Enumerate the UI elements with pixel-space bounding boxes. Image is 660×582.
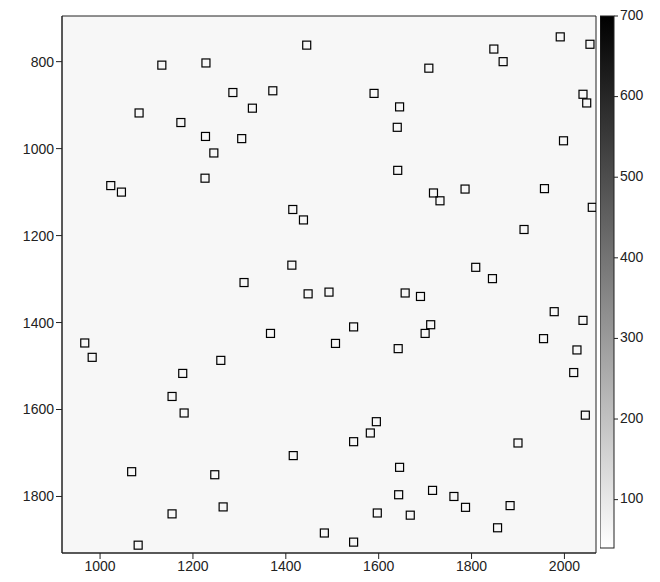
svg-text:2000: 2000 [549,558,580,574]
svg-text:1600: 1600 [363,558,394,574]
svg-text:300: 300 [620,329,644,345]
svg-text:1400: 1400 [23,315,54,331]
svg-text:200: 200 [620,410,644,426]
svg-text:1800: 1800 [456,558,487,574]
svg-text:100: 100 [620,490,644,506]
svg-text:500: 500 [620,168,644,184]
svg-text:1600: 1600 [23,401,54,417]
svg-text:700: 700 [620,7,644,23]
svg-text:400: 400 [620,249,644,265]
svg-text:1000: 1000 [23,141,54,157]
svg-text:1200: 1200 [23,228,54,244]
svg-text:1200: 1200 [177,558,208,574]
svg-text:1800: 1800 [23,488,54,504]
svg-text:600: 600 [620,87,644,103]
svg-text:1000: 1000 [84,558,115,574]
svg-text:1400: 1400 [270,558,301,574]
svg-text:800: 800 [31,54,55,70]
